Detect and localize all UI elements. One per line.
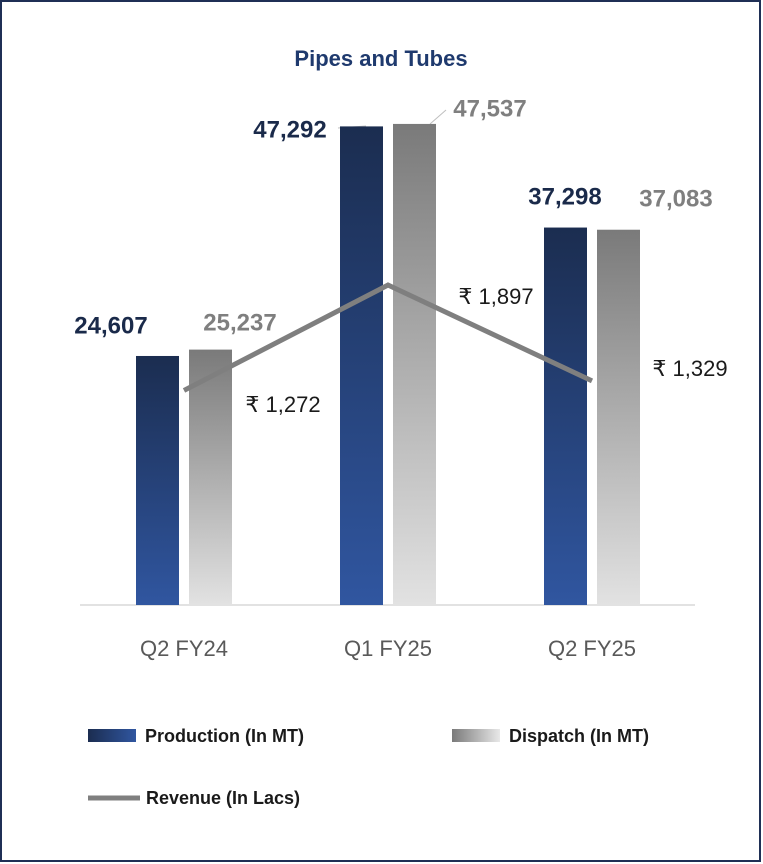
data-label: ₹ 1,272: [245, 392, 320, 417]
bar: [597, 229, 640, 606]
data-label: ₹ 1,329: [652, 356, 727, 381]
x-tick-label: Q2 FY24: [140, 636, 228, 661]
legend-label: Dispatch (In MT): [509, 726, 649, 746]
legend-label: Production (In MT): [145, 726, 304, 746]
data-label: ₹ 1,897: [458, 284, 533, 309]
data-label: 47,537: [453, 95, 526, 122]
bar: [136, 355, 179, 605]
x-tick-label: Q2 FY25: [548, 636, 636, 661]
legend-swatch: [452, 729, 500, 742]
bar: [189, 349, 232, 605]
bar: [340, 126, 383, 605]
bar: [544, 227, 587, 605]
data-label: 25,237: [203, 309, 276, 336]
legend-swatch: [88, 729, 136, 742]
revenue-line: [182, 282, 594, 393]
data-label: 37,083: [639, 185, 712, 212]
data-label: 24,607: [74, 312, 147, 339]
chart-title: Pipes and Tubes: [294, 46, 467, 71]
data-label: 37,298: [528, 183, 601, 210]
bar: [393, 123, 436, 605]
leader-line: [429, 109, 447, 125]
x-tick-label: Q1 FY25: [344, 636, 432, 661]
legend-label: Revenue (In Lacs): [146, 788, 300, 808]
data-label: 47,292: [253, 116, 326, 143]
